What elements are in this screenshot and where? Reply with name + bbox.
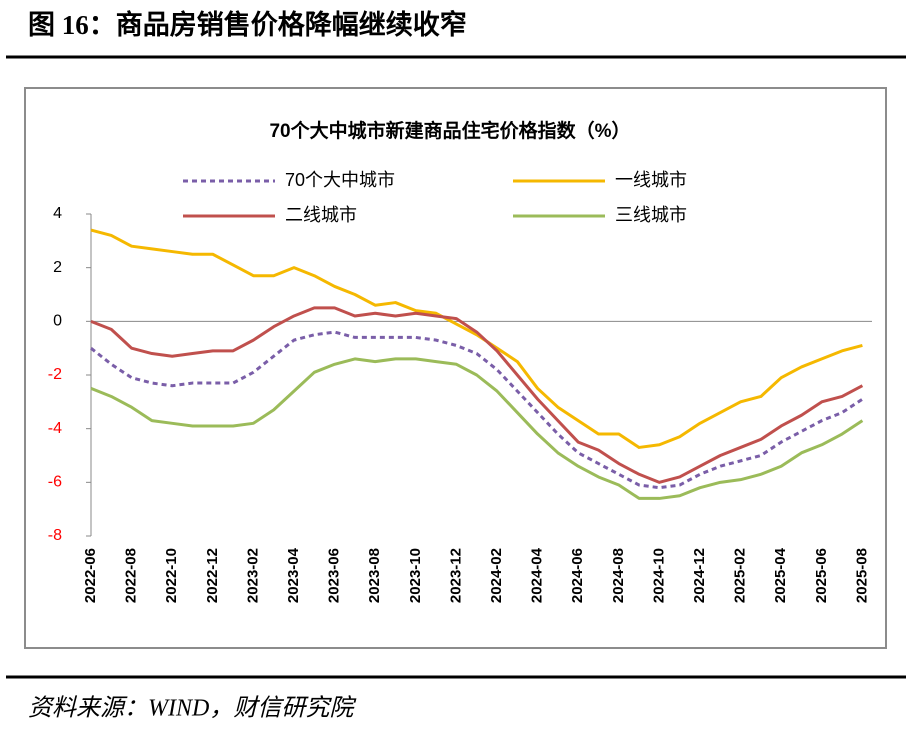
x-tick-label: 2022-12 [204, 548, 221, 603]
legend-label: 三线城市 [615, 205, 687, 225]
x-tick-label: 2023-08 [366, 548, 383, 603]
series-line [90, 330, 864, 490]
x-tick-label: 2025-02 [732, 548, 749, 603]
y-tick-label: 0 [53, 313, 62, 330]
y-tick-label: 4 [53, 205, 62, 222]
x-tick-label: 2022-06 [82, 548, 99, 603]
x-tick-label: 2023-04 [285, 547, 302, 603]
y-tick-label: -6 [48, 474, 62, 491]
x-tick-label: 2023-12 [447, 548, 464, 603]
figure-title: 图 16：商品房销售价格降幅继续收窄 [28, 9, 467, 40]
x-tick-label: 2023-06 [326, 548, 343, 603]
x-tick-label: 2024-10 [650, 548, 667, 603]
legend-label: 70个大中城市 [285, 170, 395, 190]
x-tick-label: 2024-02 [488, 548, 505, 603]
x-tick-label: 2025-08 [853, 548, 870, 603]
series-line [90, 357, 864, 500]
y-tick-label: -2 [48, 366, 62, 383]
x-tick-label: 2022-10 [163, 548, 180, 603]
source-note: 资料来源：WIND，财信研究院 [28, 695, 357, 722]
x-tick-label: 2023-02 [244, 548, 261, 603]
series-line [90, 306, 864, 484]
x-tick-label: 2025-06 [813, 548, 830, 603]
y-tick-label: -8 [48, 527, 62, 544]
x-tick-label: 2024-08 [610, 548, 627, 603]
chart-title: 70个大中城市新建商品住宅价格指数（%） [269, 119, 630, 142]
x-tick-label: 2024-06 [569, 548, 586, 603]
x-tick-label: 2025-04 [772, 547, 789, 603]
chart-frame [24, 87, 887, 649]
y-tick-label: -4 [48, 420, 62, 437]
y-tick-label: 2 [53, 259, 62, 276]
legend-label: 一线城市 [615, 170, 687, 190]
x-tick-label: 2024-12 [691, 548, 708, 603]
legend-label: 二线城市 [285, 205, 357, 225]
series-line [90, 228, 863, 449]
x-tick-label: 2024-04 [529, 547, 546, 603]
x-tick-label: 2022-08 [123, 548, 140, 603]
x-tick-label: 2023-10 [407, 548, 424, 603]
